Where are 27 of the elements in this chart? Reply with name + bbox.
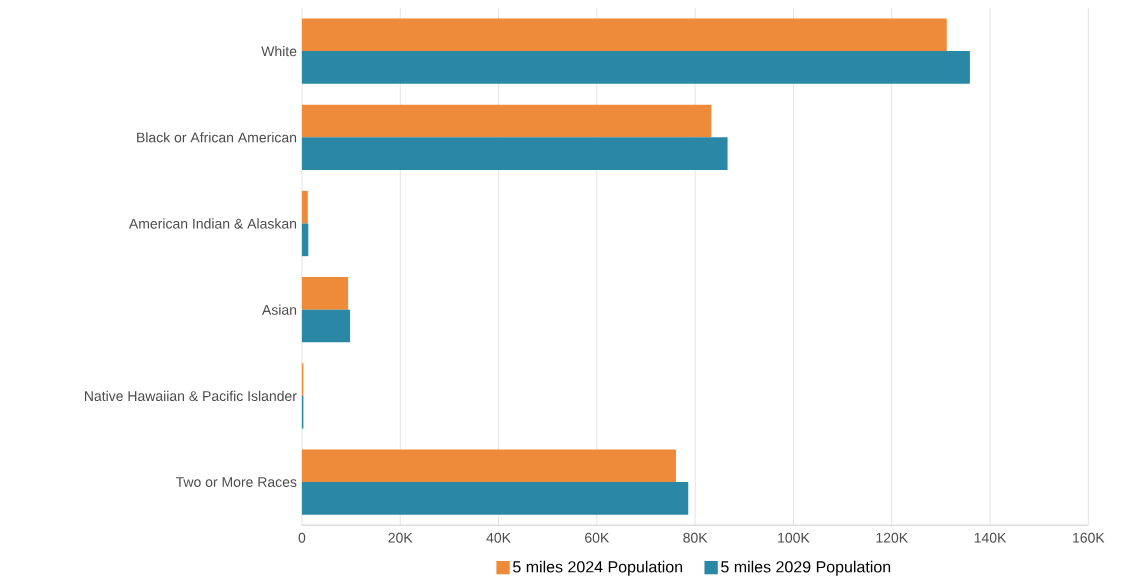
bar [301,223,309,257]
y-tick-label: Native Hawaiian & Pacific Islander [84,390,297,402]
x-tick-label: 120K [876,532,908,543]
bar [301,104,712,138]
y-tick-label: Two or More Races [175,477,297,488]
y-tick-label: White [261,46,297,57]
bar [301,309,351,343]
y-tick-label: Black or African American [137,132,297,143]
bar [301,277,349,310]
x-tick-label: 80K [683,532,708,543]
bar [301,137,728,171]
x-tick-label: 40K [486,532,511,543]
bar [301,18,947,52]
y-tick-label: Asian [261,304,297,315]
legend-label: 5 miles 2024 Population [513,560,683,576]
bar [301,449,676,483]
bar [301,190,308,224]
x-tick-label: 100K [778,532,810,543]
bar [301,51,970,84]
x-tick-label: 60K [585,532,610,543]
x-tick-label: 0 [298,532,306,543]
x-tick-label: 140K [974,532,1007,543]
legend-label: 5 miles 2029 Population [721,560,891,576]
y-tick-label: American Indian & Alaskan [128,218,297,229]
x-tick-label: 160K [1073,532,1105,543]
bar [301,482,689,515]
x-tick-label: 20K [388,532,413,543]
